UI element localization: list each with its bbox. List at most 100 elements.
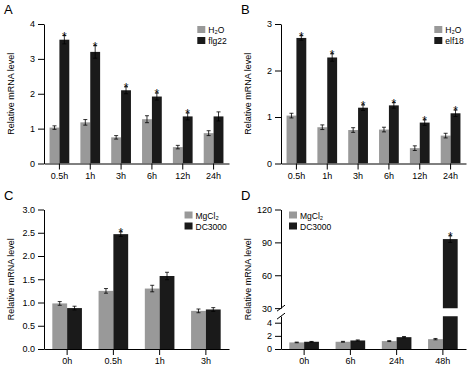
x-tick-mark — [159, 349, 160, 355]
panel-label: D — [241, 188, 250, 203]
legend-swatch — [185, 223, 193, 230]
bar — [80, 122, 90, 163]
x-tick-mark — [388, 164, 389, 170]
x-tick-label: 12h — [175, 171, 190, 181]
bar — [113, 234, 128, 349]
y-tick-mark — [275, 164, 281, 165]
x-tick-mark — [90, 164, 91, 170]
y-tick-label: 30 — [262, 304, 272, 314]
y-tick: 0 — [267, 344, 281, 354]
axis-break-mark — [277, 313, 285, 319]
annotations: ***** — [62, 30, 190, 121]
x-tick: 0h — [299, 349, 309, 366]
marks — [287, 36, 461, 164]
x-tick-label: 6h — [345, 356, 355, 366]
legend-item: MgCl₂ — [289, 211, 323, 221]
y-axis-title: Relative mRNA level — [6, 238, 16, 320]
bar-series — [59, 40, 223, 164]
annotation: * — [361, 99, 366, 113]
marks — [50, 36, 224, 164]
legend: MgCl₂DC3000 — [185, 211, 227, 232]
legend-item: H₂O — [197, 25, 224, 35]
y-tick-mark — [275, 117, 281, 118]
legend-swatch — [197, 37, 205, 44]
panel-label: C — [4, 188, 13, 203]
x-tick-mark — [182, 164, 183, 170]
bar — [111, 137, 121, 163]
annotations: * — [118, 226, 123, 240]
x-tick-label: 1h — [322, 171, 332, 181]
legend-item: DC3000 — [289, 222, 331, 232]
error-bar — [217, 112, 221, 121]
x-tick-label: 0h — [299, 356, 309, 366]
bar — [397, 337, 412, 349]
y-tick-label: 1 — [30, 124, 35, 134]
error-bar — [196, 309, 200, 313]
marks — [289, 236, 457, 349]
y-tick: 30 — [262, 304, 281, 314]
bar — [287, 116, 297, 164]
bar — [67, 308, 82, 349]
y-axis-line — [44, 25, 45, 165]
x-tick: 0.5h — [105, 349, 123, 366]
x-tick-label: 1h — [155, 356, 165, 366]
x-tick: 6h — [384, 164, 394, 181]
y-axis-title: Relative mRNA level — [243, 238, 253, 320]
x-tick-mark — [213, 164, 214, 170]
error-bar — [310, 341, 314, 343]
y-tick-mark — [38, 94, 44, 95]
y-axis: 01234 — [30, 19, 45, 169]
x-tick-mark — [151, 164, 152, 170]
x-axis: 0h 6h 24h 48h — [282, 349, 467, 366]
y-tick-mark — [275, 71, 281, 72]
bar-series — [296, 38, 460, 164]
x-tick-mark — [304, 349, 305, 355]
error-bars — [299, 36, 457, 126]
error-bars — [62, 36, 220, 121]
error-bar — [58, 302, 62, 306]
error-bars — [310, 236, 453, 342]
error-bar — [207, 131, 211, 136]
bar — [336, 342, 351, 349]
x-tick-mark — [113, 349, 114, 355]
bar — [206, 309, 221, 349]
plot-area: 0.00.51.01.52.02.53.00h0.5h1h3h*MgCl₂DC3… — [22, 205, 229, 367]
annotation: * — [453, 104, 458, 118]
legend-label: DC3000 — [300, 222, 331, 232]
bar-series — [67, 234, 221, 349]
bar — [183, 116, 193, 163]
x-tick: 12h — [412, 164, 427, 181]
panel-label: A — [4, 2, 13, 17]
x-tick: 6h — [147, 164, 157, 181]
y-tick-label: 2.0 — [22, 251, 35, 261]
y-tick-mark — [275, 210, 281, 211]
x-tick: 3h — [353, 164, 363, 181]
annotation: * — [62, 30, 67, 44]
x-axis-line — [282, 349, 467, 350]
y-tick: 2.5 — [22, 228, 44, 238]
y-tick: 1 — [267, 112, 281, 122]
y-tick: 2 — [267, 66, 281, 76]
y-tick-mark — [38, 349, 44, 350]
y-tick-mark — [38, 233, 44, 234]
bar — [317, 127, 327, 163]
error-bar — [150, 285, 154, 292]
annotation: * — [422, 114, 427, 128]
x-tick: 3h — [116, 164, 126, 181]
x-tick: 24h — [389, 349, 404, 366]
x-tick-mark — [450, 164, 451, 170]
y-tick-label: 3.0 — [22, 205, 35, 215]
y-axis: 0.00.51.01.52.02.53.0 — [22, 205, 44, 355]
y-tick: 60 — [262, 271, 281, 281]
legend-label: H₂O — [445, 25, 461, 35]
plot-area: 012340.5h1h3h6h12h24h*****H₂Oflg22 — [30, 19, 230, 181]
bar — [99, 291, 114, 349]
y-tick: 0 — [30, 159, 44, 169]
y-tick: 120 — [257, 205, 281, 215]
y-tick-mark — [38, 256, 44, 257]
bar — [142, 119, 152, 163]
error-bar — [52, 126, 56, 129]
x-tick: 48h — [435, 349, 450, 366]
error-bars — [73, 232, 216, 312]
y-tick: 4 — [267, 318, 281, 328]
